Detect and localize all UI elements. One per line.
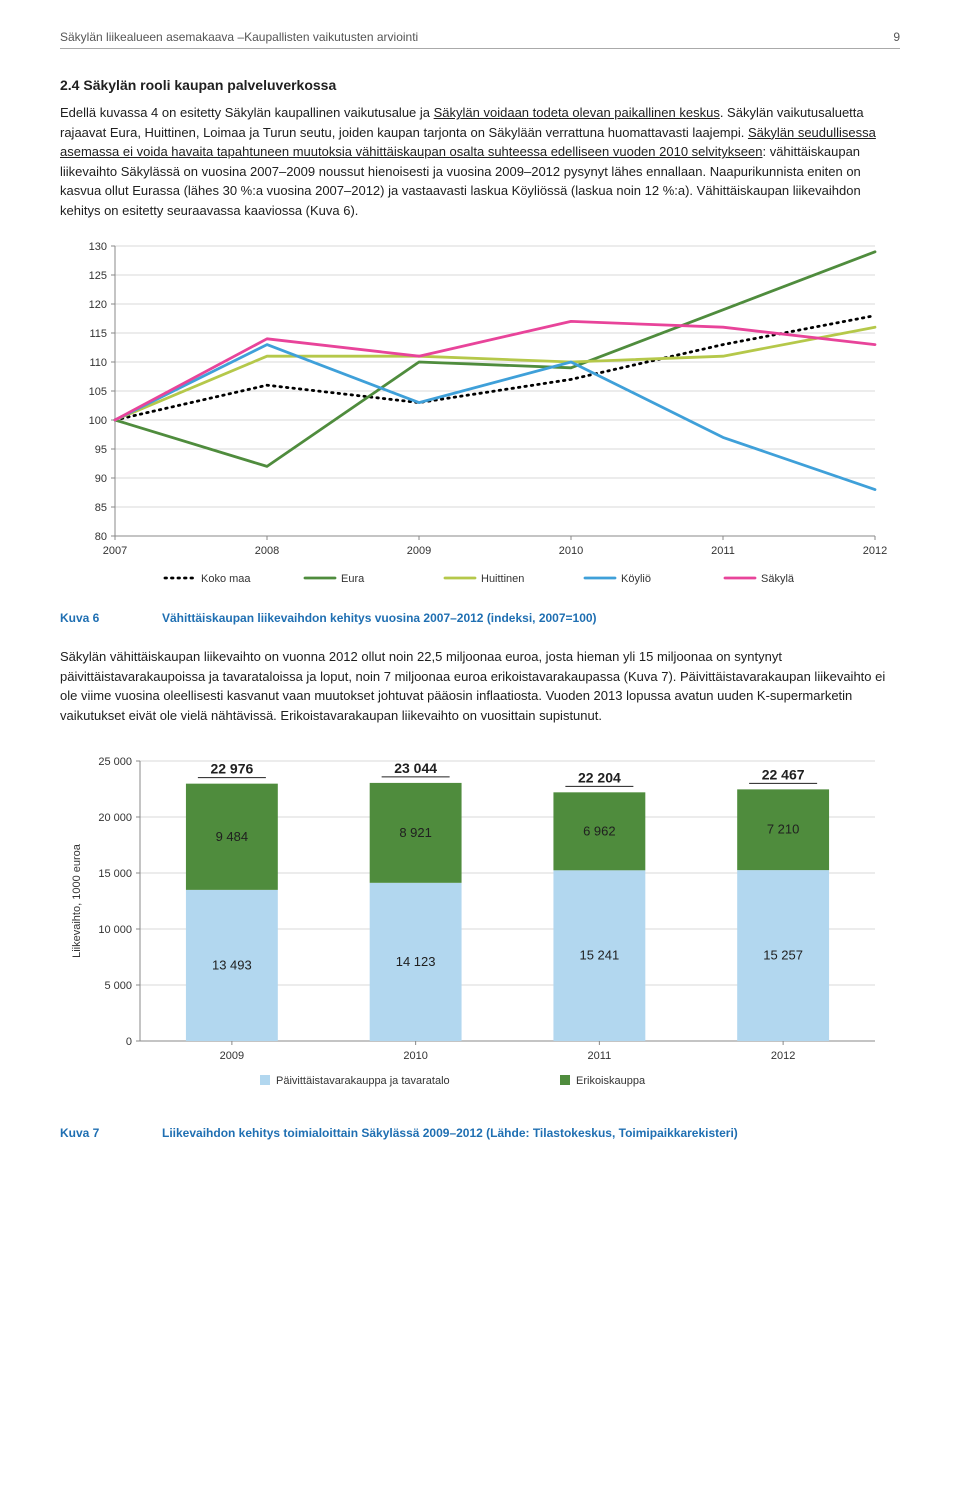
- svg-text:85: 85: [95, 502, 107, 514]
- figure-7-chart: 0 5 000 10 000 15 000 20 000 25 000 Liikevaiht…: [60, 741, 900, 1114]
- svg-text:100: 100: [89, 415, 107, 427]
- svg-text:95: 95: [95, 444, 107, 456]
- figure-6-caption: Kuva 6 Vähittäiskaupan liikevaihdon kehi…: [60, 611, 900, 625]
- page-number: 9: [893, 30, 900, 44]
- figure-7-label: Kuva 7: [60, 1126, 122, 1140]
- svg-text:22 467: 22 467: [762, 766, 805, 782]
- svg-text:2011: 2011: [711, 545, 735, 557]
- svg-text:15 241: 15 241: [579, 948, 619, 963]
- svg-text:Huittinen: Huittinen: [481, 573, 524, 585]
- svg-text:115: 115: [89, 328, 107, 340]
- svg-text:15 257: 15 257: [763, 948, 803, 963]
- figure-6-label: Kuva 6: [60, 611, 122, 625]
- svg-text:20 000: 20 000: [98, 812, 132, 824]
- svg-text:8 921: 8 921: [399, 825, 432, 840]
- svg-text:10 000: 10 000: [98, 924, 132, 936]
- svg-text:2011: 2011: [588, 1050, 612, 1062]
- svg-text:2007: 2007: [103, 545, 127, 557]
- svg-text:15 000: 15 000: [98, 868, 132, 880]
- figure-7-caption-text: Liikevaihdon kehitys toimialoittain Säky…: [162, 1126, 738, 1140]
- svg-text:9 484: 9 484: [216, 829, 249, 844]
- svg-text:2009: 2009: [220, 1050, 244, 1062]
- bar-chart-svg: 0 5 000 10 000 15 000 20 000 25 000 Liikevaiht…: [60, 741, 890, 1111]
- svg-text:23 044: 23 044: [394, 760, 437, 776]
- section-title: 2.4 Säkylän rooli kaupan palveluverkossa: [60, 77, 900, 93]
- svg-text:14 123: 14 123: [396, 954, 436, 969]
- svg-text:2012: 2012: [863, 545, 887, 557]
- svg-text:130: 130: [89, 241, 107, 253]
- svg-text:2009: 2009: [407, 545, 431, 557]
- svg-text:2008: 2008: [255, 545, 279, 557]
- svg-text:7 210: 7 210: [767, 822, 800, 837]
- svg-text:2010: 2010: [403, 1050, 427, 1062]
- svg-text:Päivittäistavarakauppa ja tava: Päivittäistavarakauppa ja tavaratalo: [276, 1075, 450, 1087]
- paragraph-2: Säkylän vähittäiskaupan liikevaihto on v…: [60, 647, 900, 725]
- svg-text:Säkylä: Säkylä: [761, 573, 795, 585]
- svg-text:110: 110: [89, 357, 107, 369]
- svg-text:13 493: 13 493: [212, 957, 252, 972]
- figure-6-caption-text: Vähittäiskaupan liikevaihdon kehitys vuo…: [162, 611, 597, 625]
- svg-text:0: 0: [126, 1036, 132, 1048]
- figure-7-caption: Kuva 7 Liikevaihdon kehitys toimialoitta…: [60, 1126, 900, 1140]
- svg-text:25 000: 25 000: [98, 756, 132, 768]
- svg-text:Erikoiskauppa: Erikoiskauppa: [576, 1075, 646, 1087]
- svg-text:Köyliö: Köyliö: [621, 573, 651, 585]
- svg-text:2012: 2012: [771, 1050, 795, 1062]
- svg-text:22 976: 22 976: [210, 761, 253, 777]
- svg-text:105: 105: [89, 386, 107, 398]
- svg-text:5 000: 5 000: [104, 980, 132, 992]
- paragraph-1: Edellä kuvassa 4 on esitetty Säkylän kau…: [60, 103, 900, 220]
- figure-6-chart: 80 85 90 95 100 105 110 115 120 125 130 2007 2008 200…: [60, 236, 900, 599]
- doc-title: Säkylän liikealueen asemakaava –Kaupalli…: [60, 30, 418, 44]
- svg-text:2010: 2010: [559, 545, 583, 557]
- svg-text:Eura: Eura: [341, 573, 365, 585]
- svg-text:90: 90: [95, 473, 107, 485]
- svg-text:120: 120: [89, 299, 107, 311]
- svg-text:Koko maa: Koko maa: [201, 573, 251, 585]
- svg-text:125: 125: [89, 270, 107, 282]
- svg-text:80: 80: [95, 531, 107, 543]
- svg-text:Liikevaihto, 1000 euroa: Liikevaihto, 1000 euroa: [71, 843, 83, 958]
- svg-text:6 962: 6 962: [583, 823, 616, 838]
- svg-text:22 204: 22 204: [578, 769, 621, 785]
- line-chart-svg: 80 85 90 95 100 105 110 115 120 125 130 2007 2008 200…: [60, 236, 890, 596]
- page-header: Säkylän liikealueen asemakaava –Kaupalli…: [60, 30, 900, 49]
